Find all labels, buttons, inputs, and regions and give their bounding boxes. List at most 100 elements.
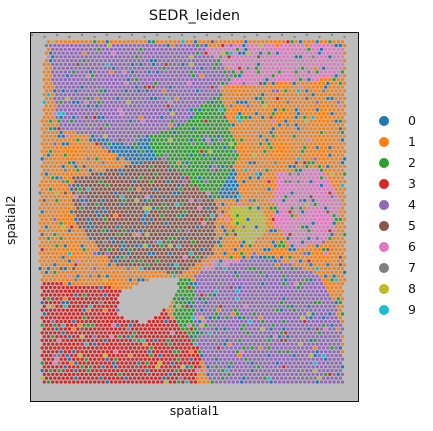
spot [294,70,298,74]
spot [208,59,212,63]
spot [177,176,181,180]
spot [200,217,204,222]
spot [187,202,191,206]
spot [223,259,227,263]
spot [332,244,336,248]
spot [101,130,105,135]
spot [103,74,107,78]
spot [168,168,172,172]
spot [160,168,164,172]
spot [44,96,49,101]
spot [286,115,290,120]
spot [296,217,301,222]
spot [126,282,130,286]
spot [246,195,250,199]
spot [342,142,347,146]
spot [300,111,305,116]
spot [122,214,126,218]
spot [132,172,137,176]
spot [326,51,330,55]
spot [271,225,275,229]
spot [149,89,154,93]
spot [153,81,158,86]
spot [307,168,311,172]
spot [74,89,78,93]
spot [93,236,97,240]
spot [69,172,74,176]
spot [181,266,185,271]
spot [185,153,189,157]
spot [338,96,343,101]
spot [237,202,242,206]
spot [116,255,120,259]
spot [216,111,221,116]
spot [55,168,59,172]
spot [326,104,330,108]
spot [342,96,347,101]
spot [44,51,49,55]
spot [174,195,179,199]
spot [212,248,217,252]
spot [82,285,86,290]
spot [57,270,61,275]
spot [326,96,330,101]
spot [120,217,124,222]
spot [300,149,305,154]
spot [303,274,307,278]
spot [145,134,149,138]
spot [334,127,338,131]
spot [273,244,277,248]
spot [198,47,202,51]
spot [63,259,67,263]
spot [124,43,128,48]
spot [141,202,145,206]
spot [298,176,303,180]
spot [93,259,97,263]
spot [141,104,145,108]
spot [324,229,328,233]
spot [164,214,168,218]
spot [193,266,198,271]
spot [246,74,250,78]
spot [315,85,319,89]
spot [183,248,187,252]
spot [275,217,280,222]
spot [294,123,298,127]
spot [67,93,72,97]
spot [109,168,114,172]
spot [90,134,95,138]
spot [46,168,51,172]
spot [124,81,128,86]
spot [111,263,116,267]
spot [40,210,44,214]
spot [141,111,145,116]
spot [294,259,298,263]
spot [88,236,93,240]
spot [309,172,313,176]
spot [256,198,261,203]
spot [330,74,334,78]
spot [189,191,193,195]
spot [309,240,313,244]
spot [219,221,223,225]
spot [303,138,307,142]
spot [139,191,143,195]
spot [151,214,156,218]
spot [195,59,200,63]
spot [116,202,120,206]
spot [143,100,147,104]
spot [76,244,80,248]
spot [313,127,317,131]
spot [93,153,97,157]
spot [63,274,67,278]
spot [114,85,118,89]
spot [269,221,273,225]
spot [160,100,164,104]
spot [326,285,330,290]
spot [187,195,191,199]
spot [179,217,183,222]
spot [208,232,212,237]
spot [132,149,137,154]
spot [139,62,143,67]
spot [168,145,172,150]
